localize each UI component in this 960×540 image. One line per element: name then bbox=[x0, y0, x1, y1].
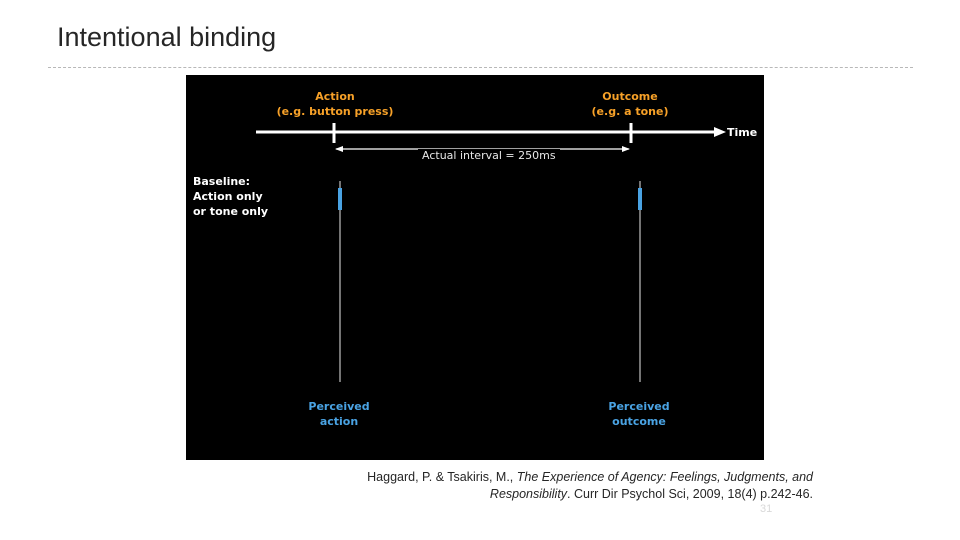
citation: Haggard, P. & Tsakiris, M., The Experien… bbox=[300, 469, 813, 503]
outcome-heading: Outcome (e.g. a tone) bbox=[574, 89, 686, 119]
outcome-example: (e.g. a tone) bbox=[591, 105, 669, 118]
baseline-line-1: Baseline: bbox=[193, 175, 251, 188]
action-heading: Action (e.g. button press) bbox=[274, 89, 396, 119]
citation-source: . Curr Dir Psychol Sci, 2009, 18(4) p.24… bbox=[567, 487, 813, 501]
perceived-outcome-line-2: outcome bbox=[612, 415, 666, 428]
outcome-title: Outcome bbox=[602, 90, 658, 103]
time-label: Time bbox=[727, 126, 758, 139]
perceived-outcome-line-1: Perceived bbox=[608, 400, 670, 413]
citation-line-2: Responsibility. Curr Dir Psychol Sci, 20… bbox=[300, 486, 813, 503]
interval-arrow-left-head bbox=[335, 146, 343, 152]
slide-title: Intentional binding bbox=[57, 22, 277, 52]
citation-authors: Haggard, P. & Tsakiris, M., bbox=[367, 470, 517, 484]
time-axis-arrowhead bbox=[714, 127, 726, 137]
action-perceived-marker bbox=[338, 188, 342, 210]
page-number: 31 bbox=[760, 503, 773, 515]
action-title: Action bbox=[315, 90, 355, 103]
intentional-binding-diagram: Action (e.g. button press) Outcome (e.g.… bbox=[186, 75, 764, 460]
citation-title-part2: Responsibility bbox=[489, 487, 568, 501]
citation-line-1: Haggard, P. & Tsakiris, M., The Experien… bbox=[300, 469, 813, 486]
perceived-action-label: Perceived action bbox=[297, 399, 381, 429]
citation-title-part1: The Experience of Agency: Feelings, Judg… bbox=[516, 470, 813, 484]
baseline-line-3: or tone only bbox=[193, 205, 269, 218]
interval-arrow-right-head bbox=[622, 146, 630, 152]
perceived-outcome-label: Perceived outcome bbox=[597, 399, 681, 429]
action-example: (e.g. button press) bbox=[276, 105, 394, 118]
baseline-label: Baseline: Action only or tone only bbox=[193, 174, 268, 219]
outcome-perceived-marker bbox=[638, 188, 642, 210]
title-divider bbox=[48, 67, 913, 68]
baseline-line-2: Action only bbox=[193, 190, 263, 203]
perceived-action-line-1: Perceived bbox=[308, 400, 370, 413]
interval-label: Actual interval = 250ms bbox=[418, 149, 560, 163]
perceived-action-line-2: action bbox=[319, 415, 359, 428]
